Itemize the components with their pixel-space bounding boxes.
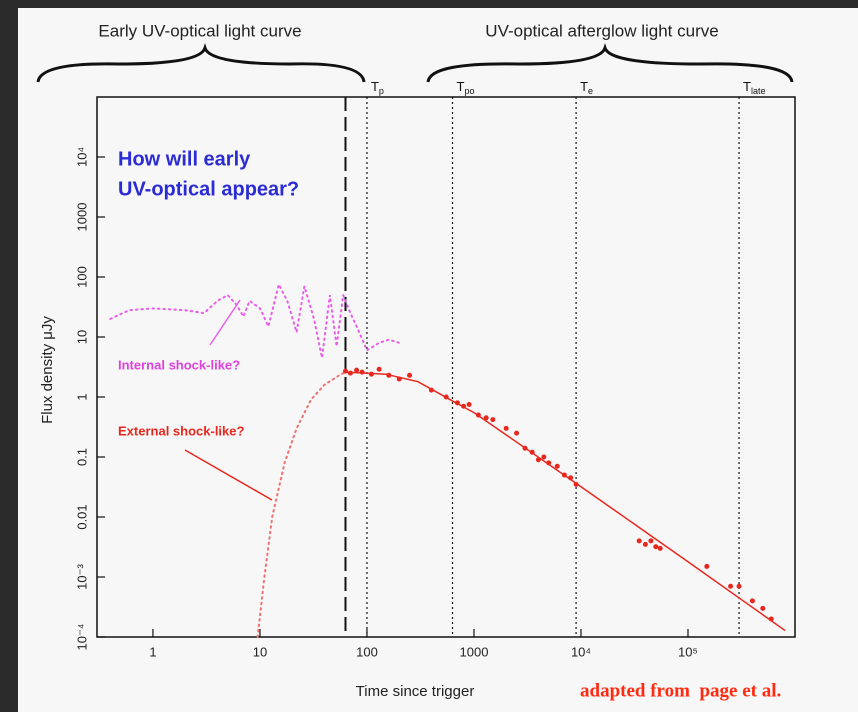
bracket-label: UV-optical afterglow light curve	[485, 21, 718, 40]
marker-main: T	[743, 79, 751, 94]
data-point	[461, 403, 467, 409]
data-point	[396, 376, 402, 382]
y-tick-label: 0.1	[74, 448, 89, 466]
data-point	[554, 463, 560, 469]
x-tick-label: 100	[356, 644, 378, 659]
data-point	[454, 400, 460, 406]
marker-label: Tlate	[743, 79, 765, 96]
y-tick-label: 10⁻⁴	[74, 624, 89, 651]
x-tick-label: 10⁵	[678, 644, 698, 659]
data-point	[522, 445, 528, 451]
question: UV-optical appear?	[118, 178, 299, 200]
question: How will early	[118, 148, 251, 170]
annotation-arrow	[209, 299, 241, 346]
plot-frame	[96, 96, 796, 638]
data-point	[728, 583, 734, 589]
y-tick-label: 1000	[74, 203, 89, 232]
data-point	[514, 430, 520, 436]
brace	[426, 43, 794, 83]
data-point	[561, 472, 567, 478]
y-tick-label: 0.01	[74, 504, 89, 529]
data-point	[376, 366, 382, 372]
data-point	[636, 538, 642, 544]
data-point	[704, 563, 710, 569]
data-point	[535, 457, 541, 463]
data-point	[546, 460, 552, 466]
marker-main: T	[580, 79, 588, 94]
data-point	[407, 372, 413, 378]
data-point	[749, 598, 755, 604]
x-tick-label: 10⁴	[571, 644, 591, 659]
data-point	[736, 583, 742, 589]
brace	[36, 43, 366, 83]
data-point	[359, 369, 365, 375]
data-point	[475, 412, 481, 418]
series-line	[109, 281, 401, 359]
annotation: Internal shock-like?	[118, 357, 240, 372]
data-point	[490, 417, 496, 423]
marker-sub: late	[751, 86, 766, 96]
image-background	[18, 8, 858, 712]
data-point	[573, 481, 579, 487]
annotation-arrow	[184, 449, 273, 501]
marker-sub: p	[379, 86, 384, 96]
data-point	[529, 449, 535, 455]
data-point	[760, 605, 766, 611]
data-point	[568, 475, 574, 481]
y-axis-label: Flux density μJy	[39, 316, 56, 424]
y-tick-label: 100	[74, 266, 89, 288]
data-point	[386, 372, 392, 378]
data-point	[768, 616, 774, 622]
x-tick-label: 1	[149, 644, 156, 659]
marker-sub: e	[588, 86, 593, 96]
data-point	[368, 371, 374, 377]
marker-label: Te	[580, 79, 593, 96]
data-point	[657, 545, 663, 551]
marker-sub: po	[464, 86, 474, 96]
x-tick-label: 1000	[460, 644, 489, 659]
marker-label: Tp	[371, 79, 384, 96]
y-tick-label: 10	[74, 330, 89, 344]
data-point	[428, 387, 434, 393]
data-point	[342, 368, 348, 374]
data-point	[503, 425, 509, 431]
x-axis-label: Time since trigger	[356, 683, 475, 700]
marker-main: T	[371, 79, 379, 94]
marker-label: Tpo	[457, 79, 475, 96]
data-point	[642, 541, 648, 547]
annotation: External shock-like?	[118, 423, 244, 438]
y-tick-label: 10⁻³	[74, 564, 89, 590]
marker-main: T	[457, 79, 465, 94]
caption: adapted from page et al.	[580, 680, 781, 701]
data-point	[354, 367, 360, 373]
y-tick-label: 10⁴	[74, 147, 89, 167]
data-point	[347, 370, 353, 376]
data-point	[443, 394, 449, 400]
data-point	[541, 454, 547, 460]
series-line	[256, 371, 347, 638]
data-point	[648, 538, 654, 544]
x-tick-label: 10	[253, 644, 267, 659]
bracket-label: Early UV-optical light curve	[98, 21, 301, 40]
data-point	[653, 544, 659, 550]
data-point	[483, 415, 489, 421]
y-tick-label: 1	[74, 393, 89, 400]
data-point	[466, 401, 472, 407]
